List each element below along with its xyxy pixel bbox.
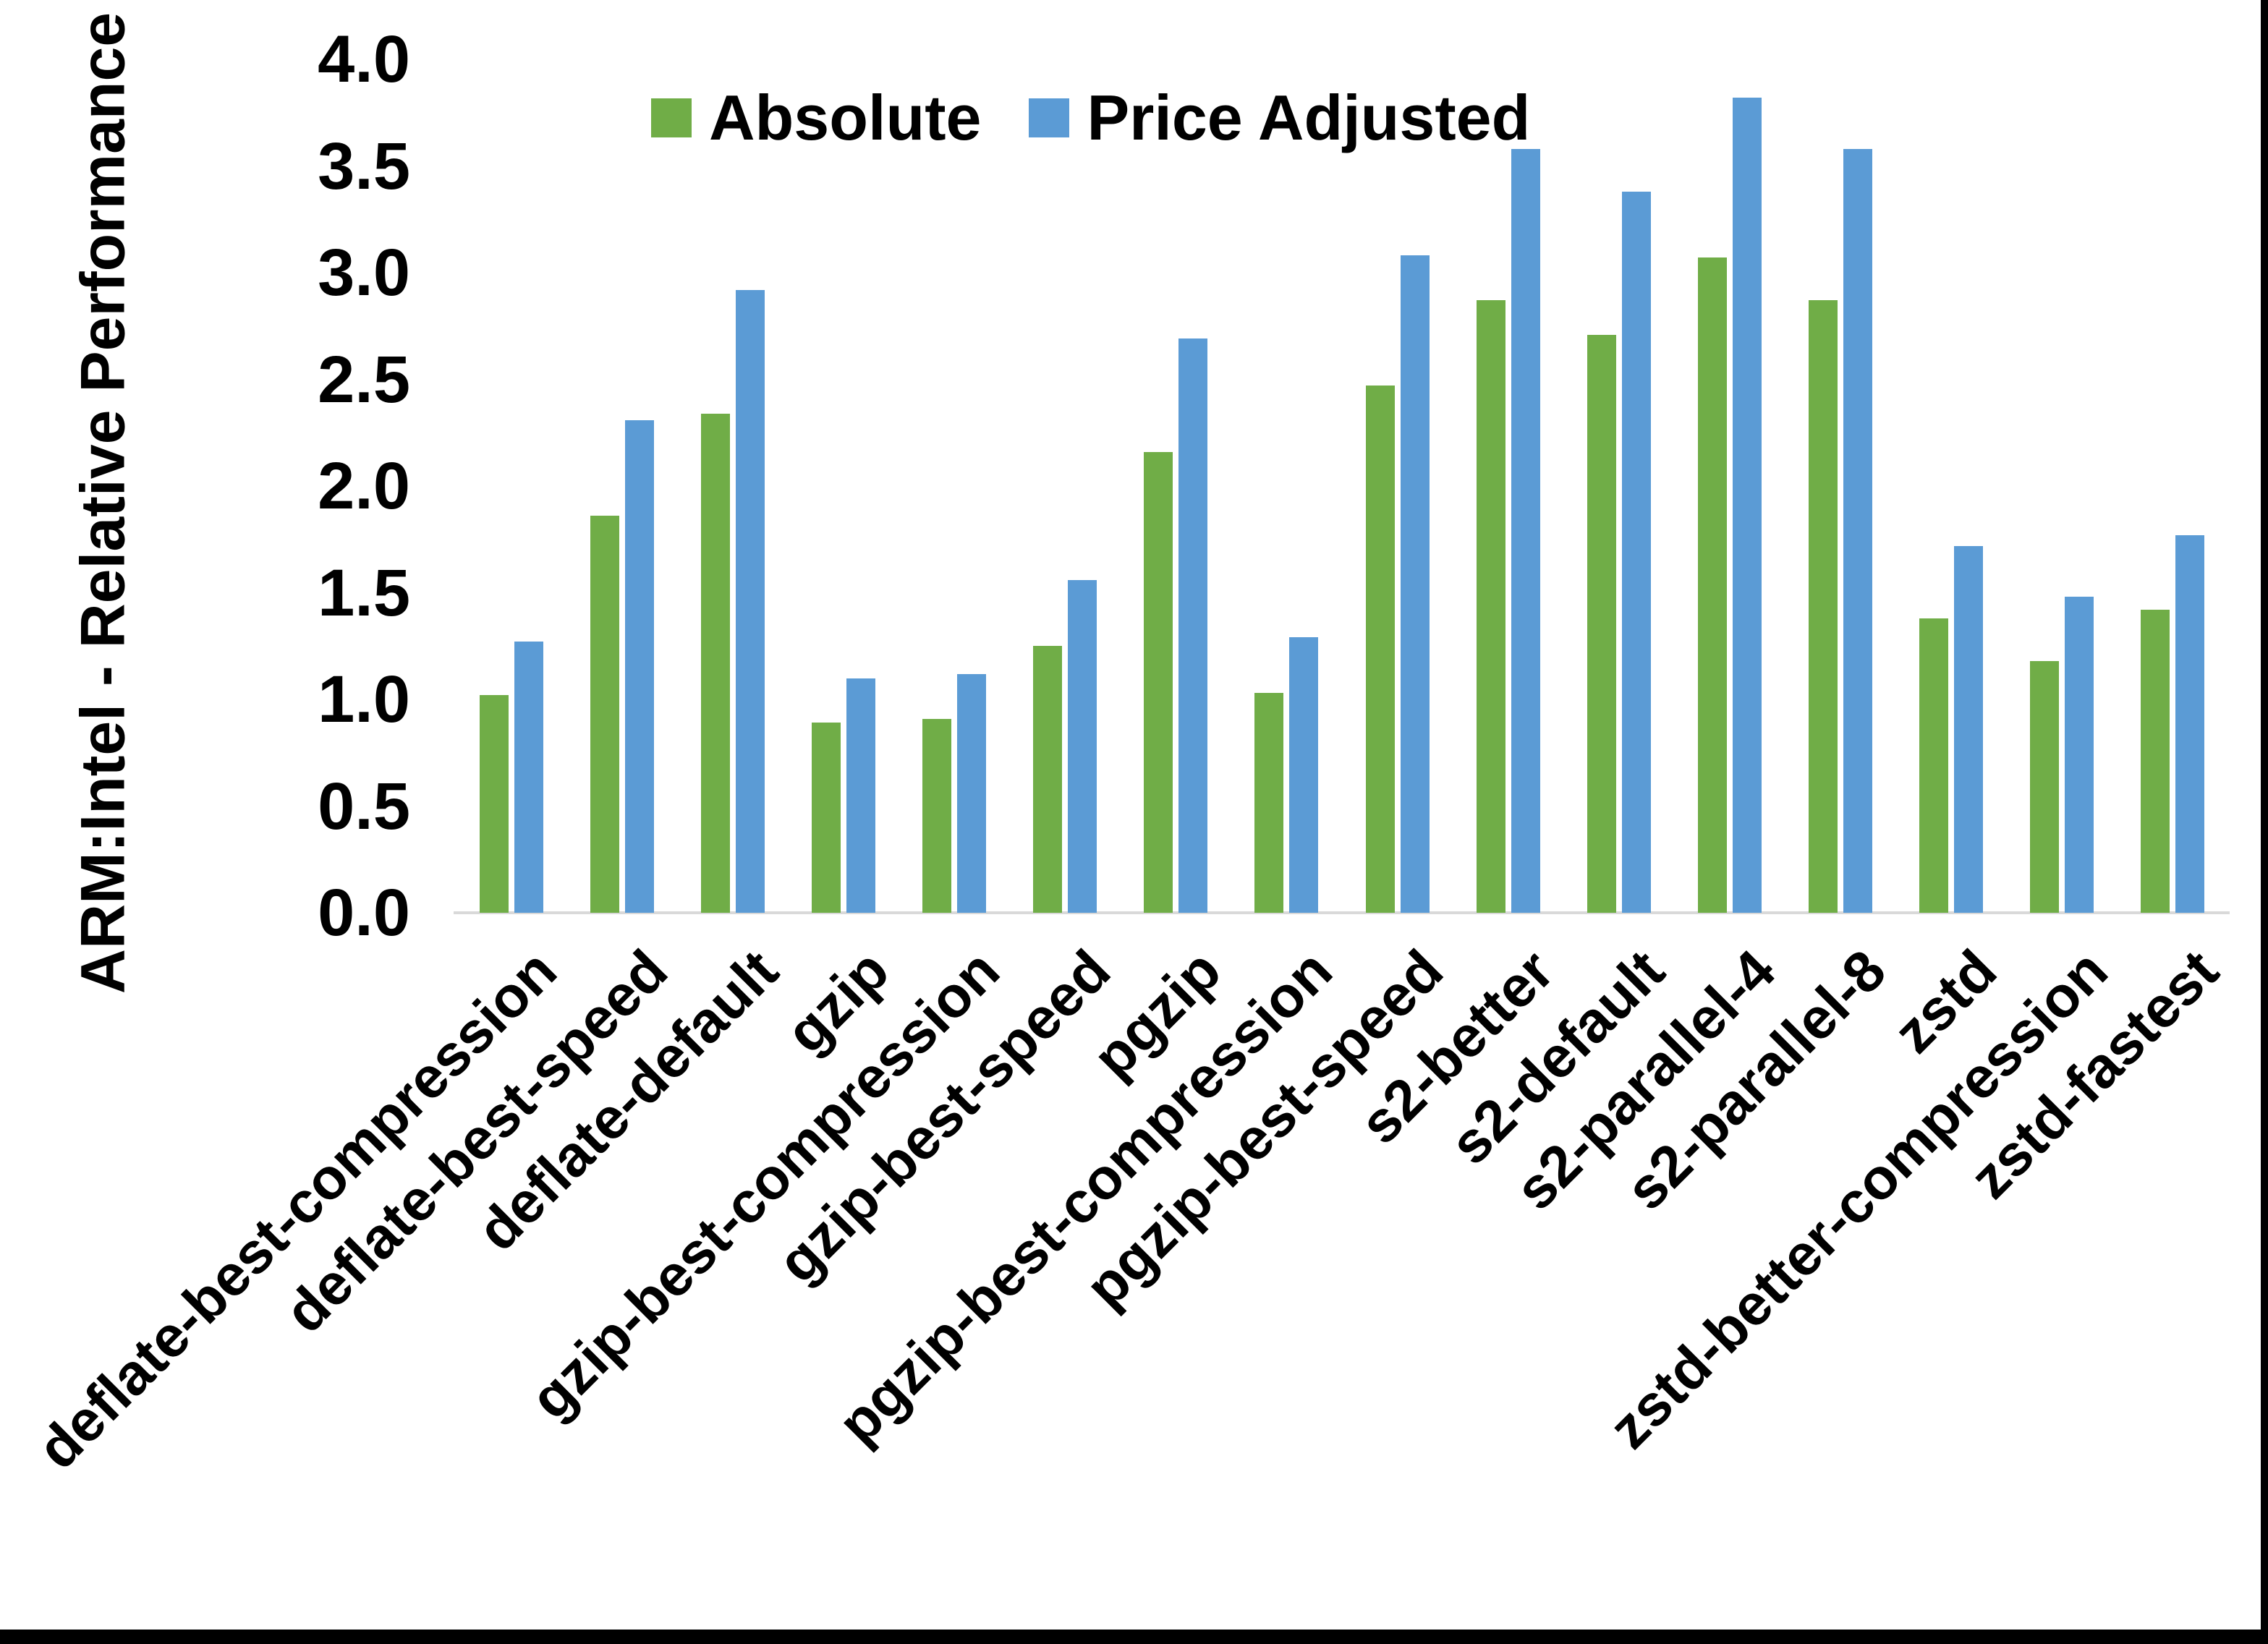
bar-absolute [590,516,619,913]
legend-label-absolute: Absolute [709,82,982,153]
plot-area [456,59,2228,913]
bar-price-adjusted [735,289,765,913]
bar-absolute [700,413,730,913]
y-tick-label: 2.0 [318,449,410,523]
bar-price-adjusted [1621,191,1651,913]
bar-group [1010,59,1121,913]
bar-group [1563,59,1674,913]
bar-absolute [811,723,841,913]
y-tick-label: 2.5 [318,342,410,417]
y-tick-label: 4.0 [318,22,410,96]
bar-price-adjusted [1511,148,1540,913]
bar-price-adjusted [2175,534,2205,913]
bar-group [1342,59,1453,913]
window-frame-right-border [2261,0,2268,1644]
bar-absolute [1476,300,1505,913]
bar-price-adjusted [846,678,875,913]
y-tick-label: 0.5 [318,769,410,843]
bar-group [2007,59,2118,913]
bar-price-adjusted [624,419,654,913]
bar-group [456,59,566,913]
bar-absolute [1809,300,1838,913]
bar-price-adjusted [1843,148,1873,913]
bar-absolute [1365,386,1395,913]
bar-absolute [1919,618,1949,913]
bar-absolute [922,718,952,913]
bar-group [788,59,899,913]
bar-absolute [1033,646,1063,913]
bar-group [1674,59,1785,913]
legend-label-price-adjusted: Price Adjusted [1087,82,1531,153]
bar-group [566,59,677,913]
bar-price-adjusted [514,642,543,913]
bar-absolute [479,695,509,913]
bar-absolute [2141,610,2170,913]
y-tick-label: 1.0 [318,663,410,736]
bar-group [1121,59,1231,913]
legend-item-absolute: Absolute [651,81,981,155]
bar-group [1231,59,1342,913]
bar-price-adjusted [1732,98,1762,913]
bar-group [1896,59,2007,913]
legend-item-price-adjusted: Price Adjusted [1029,81,1530,155]
y-tick-label: 1.5 [318,555,410,630]
legend: Absolute Price Adjusted [651,78,1530,158]
bar-price-adjusted [1400,255,1430,913]
bar-group [2118,59,2228,913]
bar-absolute [2030,660,2060,913]
bar-group [1785,59,1896,913]
bar-group [1453,59,1563,913]
bar-absolute [1254,693,1284,913]
bar-group [899,59,1010,913]
x-axis-line [454,911,2230,914]
y-tick-label: 3.5 [318,129,410,203]
window-frame-bottom-border [0,1630,2268,1644]
y-tick-label: 3.0 [318,236,410,310]
bar-price-adjusted [2065,597,2094,913]
bar-price-adjusted [1178,338,1208,913]
bar-absolute [1144,451,1173,913]
legend-swatch-price-adjusted [1029,98,1070,137]
bar-price-adjusted [1954,545,1984,913]
bar-price-adjusted [957,673,987,913]
bar-absolute [1587,334,1616,913]
y-tick-label: 0.0 [318,876,410,950]
legend-swatch-absolute [651,98,692,137]
bar-absolute [1697,257,1727,913]
bar-price-adjusted [1068,579,1097,913]
bar-group [677,59,788,913]
bar-price-adjusted [1289,637,1319,913]
